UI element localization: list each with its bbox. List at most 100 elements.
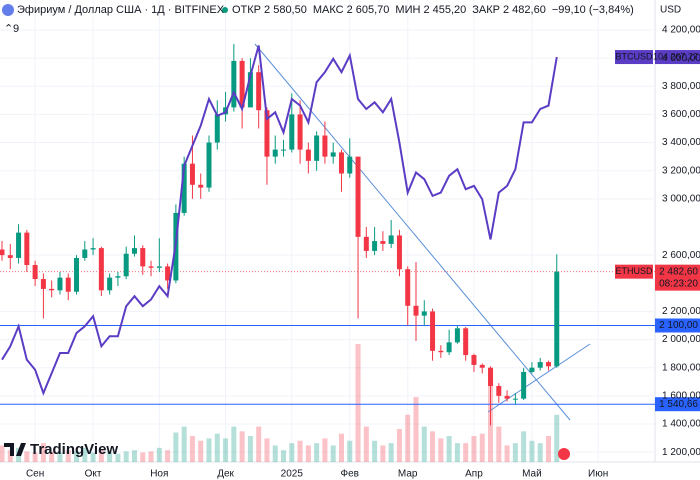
candle-body: [90, 248, 96, 250]
countdown: 08:23:20: [659, 278, 698, 289]
x-tick-label: Апр: [465, 469, 483, 480]
candle-body: [189, 163, 195, 185]
indicator-count[interactable]: 9: [13, 23, 19, 35]
price-tag: [655, 397, 700, 412]
x-tick-label: 2025: [281, 469, 304, 480]
btc-line: [1, 45, 558, 396]
volume-bar: [512, 443, 518, 462]
volume-bar: [430, 431, 436, 462]
candle-body: [330, 152, 336, 157]
symbol-tag-label: BTCUSD: [615, 51, 653, 61]
volume-bar: [74, 451, 80, 462]
volume-bar: [223, 438, 229, 462]
price-tag-label: 104 267,27: [653, 51, 698, 61]
candle-body: [521, 371, 527, 399]
y-tick-label: 3 600,00: [662, 109, 700, 120]
volume-bar: [231, 426, 237, 462]
candle-body: [421, 311, 427, 316]
candle-body: [405, 269, 411, 306]
volume-bar: [82, 447, 88, 462]
volume-bar: [189, 436, 195, 462]
volume-bar: [65, 450, 71, 462]
volume-bar: [107, 451, 113, 462]
alert-icon[interactable]: [558, 448, 570, 460]
candle-body: [512, 398, 518, 400]
candle-body: [430, 311, 436, 351]
x-tick-label: Май: [522, 469, 542, 480]
candle-body: [289, 114, 295, 150]
price-tag: [655, 318, 700, 333]
candle-body: [231, 60, 237, 108]
volume-bar: [264, 438, 270, 462]
candle-body: [131, 248, 137, 254]
price-tag: [655, 50, 700, 65]
y-tick-label: 1 200,00: [662, 447, 700, 458]
volume-bar: [545, 436, 551, 462]
candle-body: [322, 135, 328, 157]
candle-body: [297, 114, 303, 150]
x-tick-label: Июн: [588, 469, 608, 480]
y-tick-label: 1 400,00: [662, 419, 700, 430]
volume-bar: [521, 431, 527, 462]
collapse-icon[interactable]: ⌃: [4, 23, 13, 35]
volume-bar: [57, 452, 63, 462]
volume-bar: [421, 426, 427, 462]
volume-bar: [256, 426, 262, 462]
candle-body: [65, 277, 71, 292]
candle-body: [107, 277, 113, 291]
volume-bar: [272, 445, 278, 462]
y-tick-label: 1 600,00: [662, 390, 700, 401]
price-tag: [655, 264, 700, 291]
grid: [0, 0, 655, 462]
y-tick-label: 3 800,00: [662, 81, 700, 92]
volume-bar: [0, 445, 5, 462]
volume-bar: [479, 433, 485, 462]
volume-bar: [289, 443, 295, 462]
logo: [4, 443, 26, 456]
volume-bar: [388, 443, 394, 462]
candle-body: [115, 276, 121, 278]
volume-bar: [471, 436, 477, 462]
candle-body: [198, 184, 204, 188]
candle-body: [148, 266, 154, 268]
volume-bar: [98, 450, 104, 462]
volume-bar: [305, 445, 311, 462]
line-series: [1, 45, 558, 396]
candle-body: [338, 152, 344, 174]
candle-body: [388, 235, 394, 244]
candle-body: [496, 386, 502, 396]
candle-body: [247, 72, 253, 108]
volume-bar: [140, 452, 146, 462]
watermark: TradingView: [4, 441, 118, 458]
candle-body: [355, 156, 361, 237]
candle-body: [488, 367, 494, 387]
candle-body: [165, 266, 171, 281]
volume-bar: [90, 452, 96, 462]
y-tick-label: 1 800,00: [662, 362, 700, 373]
candle-body: [438, 350, 444, 353]
drawings: [0, 43, 655, 421]
price-tag-label: 2 482,60: [659, 266, 698, 277]
y-tick-label: 3 400,00: [662, 137, 700, 148]
volume-bar: [363, 426, 369, 462]
candle-body: [463, 328, 469, 356]
volume-bar: [247, 436, 253, 462]
candle-body: [281, 149, 287, 151]
x-tick-label: Сен: [26, 469, 44, 480]
candle-body: [7, 255, 13, 258]
quote-value: 2 605,70: [347, 4, 390, 16]
candle-body: [156, 266, 162, 268]
quote-name: МАКС: [313, 4, 344, 16]
candle-body: [264, 110, 270, 157]
volume-bar: [446, 436, 452, 462]
volume-bar: [396, 428, 402, 462]
y-tick-label: 2 200,00: [662, 306, 700, 317]
price-tag-label: 2 100,00: [659, 320, 698, 331]
candle-body: [372, 241, 378, 251]
candle-body: [24, 232, 30, 265]
candle-body: [545, 362, 551, 367]
volume-bar: [123, 451, 129, 462]
y-tick-label: 2 600,00: [662, 250, 700, 261]
flag[interactable]: [558, 448, 570, 460]
candle-body: [256, 72, 262, 111]
